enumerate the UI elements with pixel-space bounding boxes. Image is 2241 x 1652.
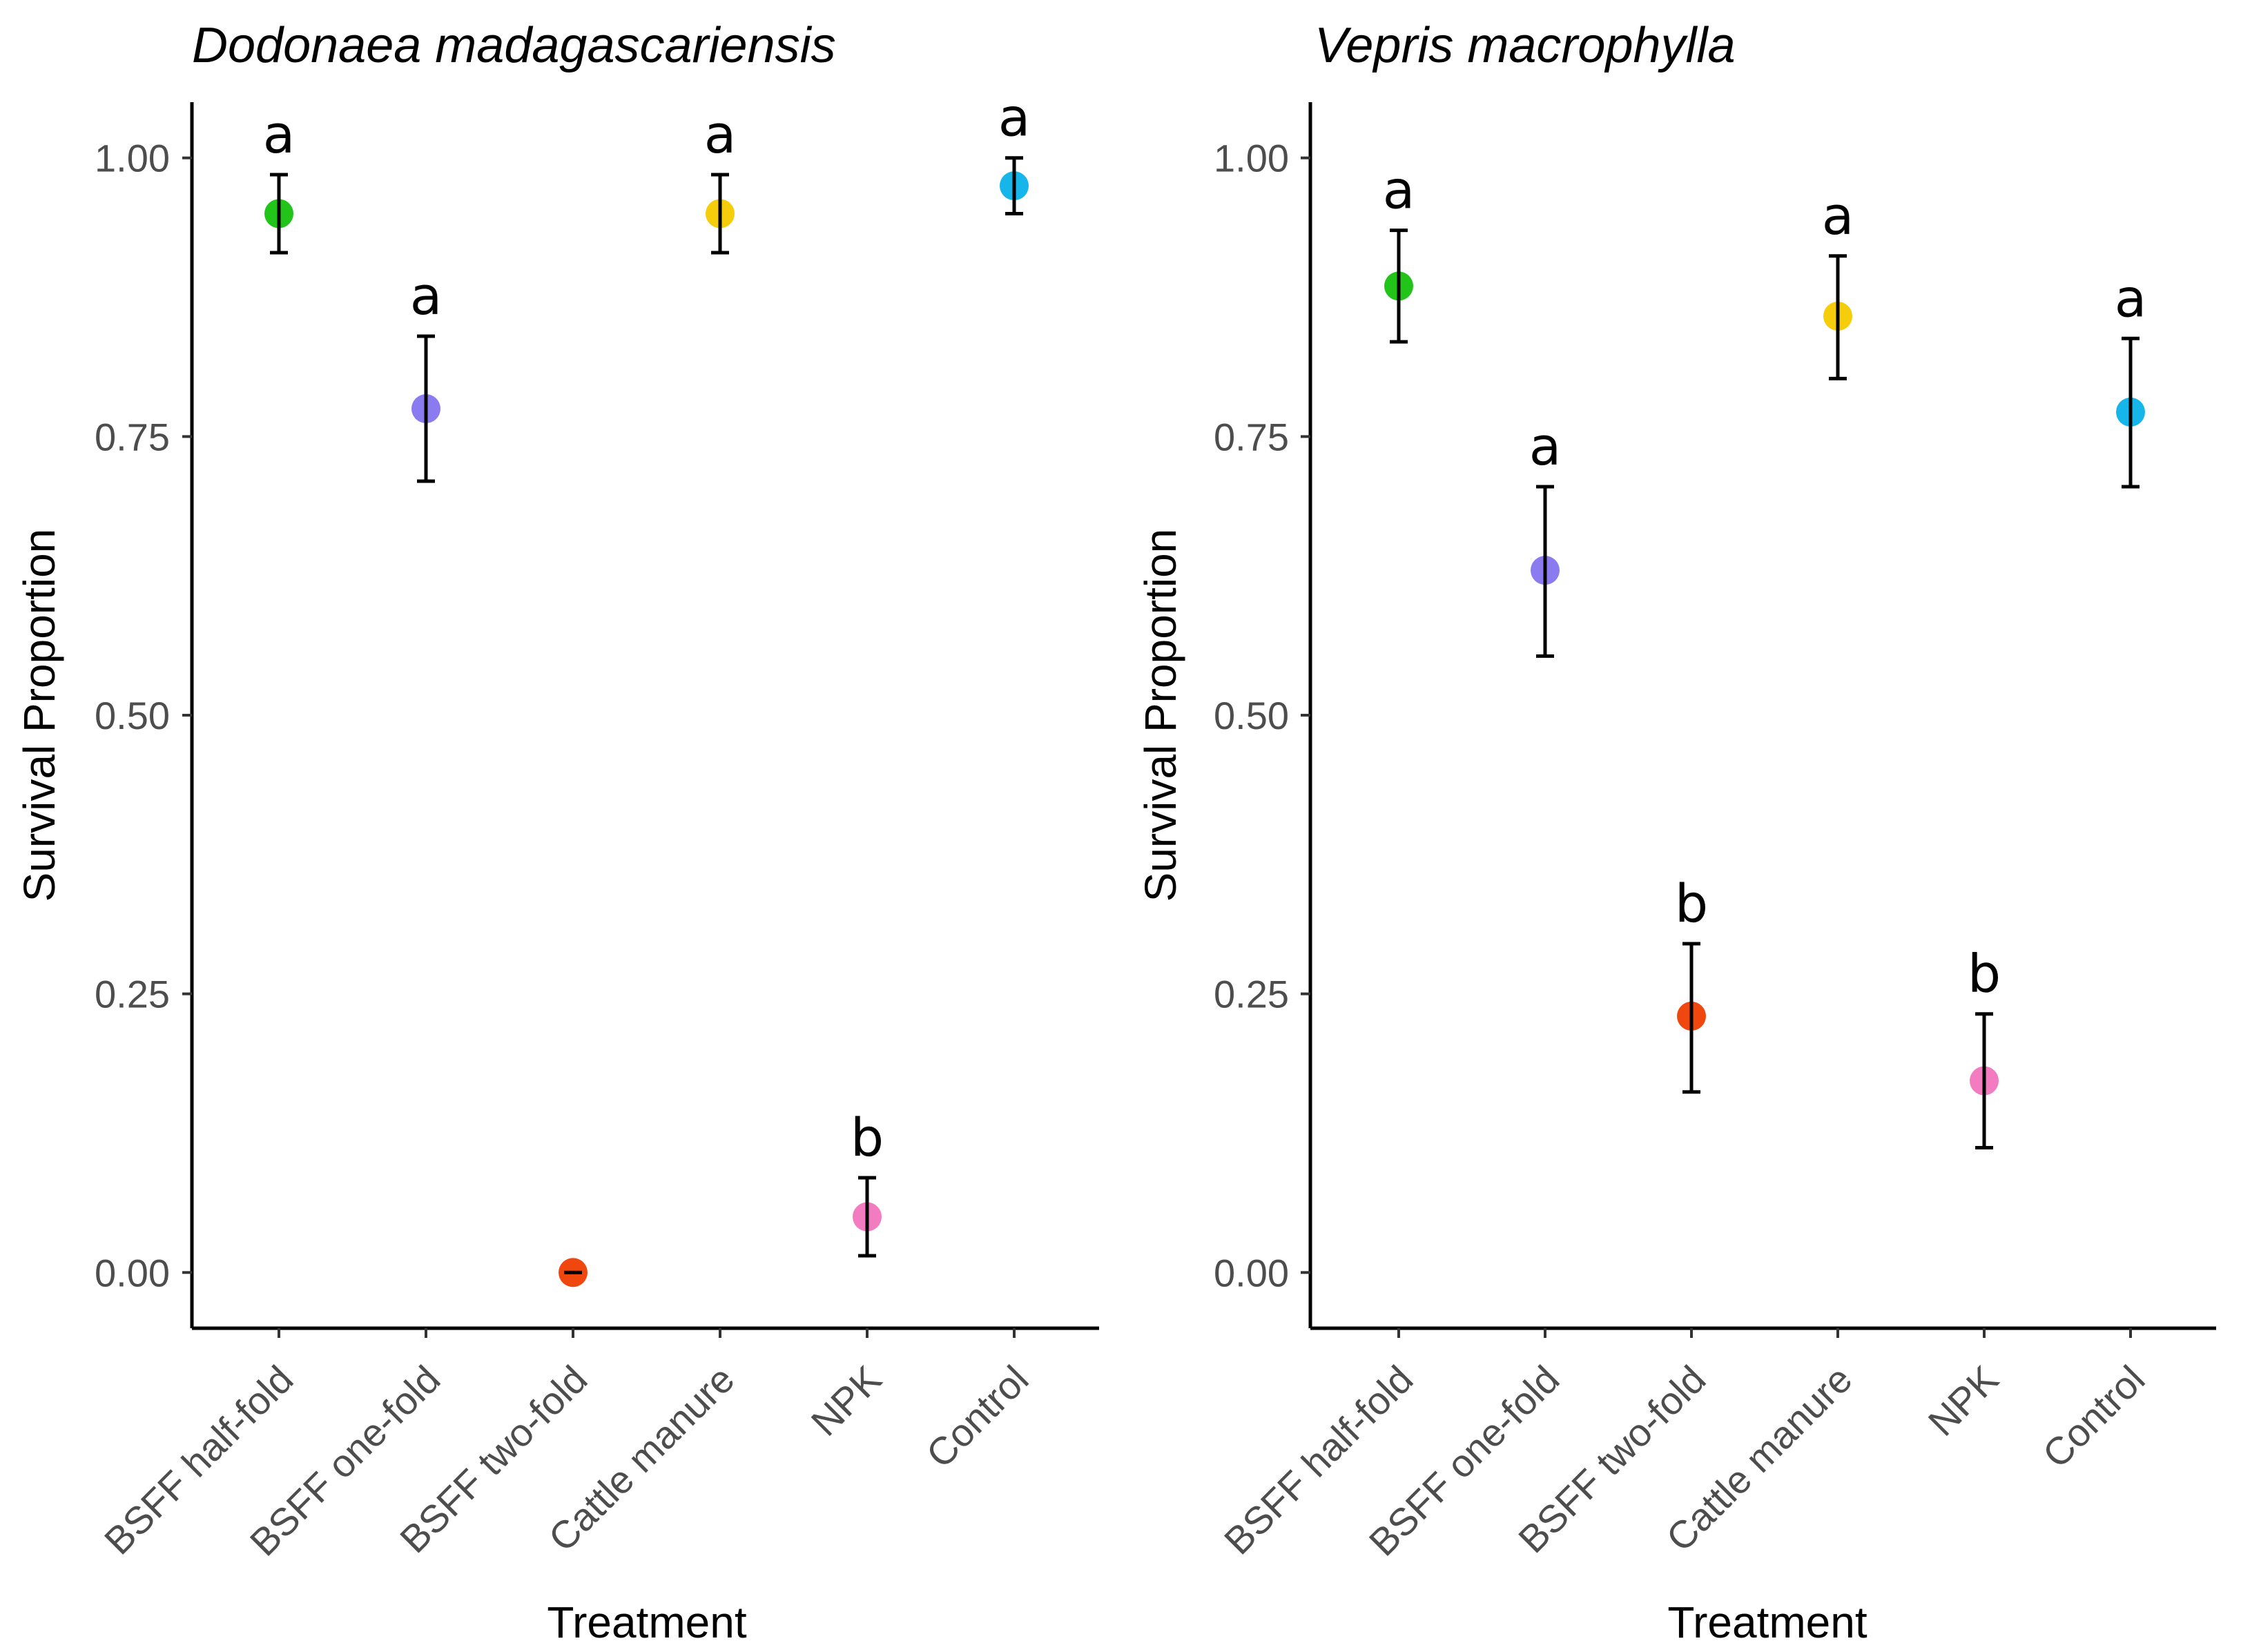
significance-letter: a <box>1383 159 1415 221</box>
y-axis-title: Survival Proportion <box>14 529 64 902</box>
y-tick-label: 0.50 <box>1214 694 1289 737</box>
error-bar <box>2122 336 2140 489</box>
y-tick-label: 0.50 <box>95 694 170 737</box>
significance-letter: a <box>1822 185 1854 246</box>
error-bar <box>1390 229 1408 344</box>
error-bar <box>270 173 288 255</box>
significance-letter: a <box>410 265 443 327</box>
panel-title: Dodonaea madagascariensis <box>192 18 836 73</box>
significance-letter: b <box>851 1107 884 1168</box>
y-axis-title: Survival Proportion <box>1136 529 1185 902</box>
x-axis-title: Treatment <box>547 1597 747 1647</box>
significance-letter: b <box>1675 873 1708 934</box>
y-tick-label: 1.00 <box>1214 137 1289 180</box>
error-bar <box>417 334 435 483</box>
x-axis-title: Treatment <box>1667 1597 1868 1647</box>
y-tick-label: 0.25 <box>1214 973 1289 1016</box>
error-bar <box>1682 942 1700 1094</box>
panel-title: Vepris macrophylla <box>1314 18 1736 73</box>
significance-letter: a <box>704 104 737 165</box>
significance-letter: a <box>2115 267 2147 329</box>
y-tick-label: 0.25 <box>95 973 170 1016</box>
y-tick-label: 0.00 <box>1214 1251 1289 1294</box>
error-bar <box>1829 254 1847 380</box>
y-tick-label: 0.75 <box>95 415 170 458</box>
error-bar <box>1536 485 1554 658</box>
significance-letter: b <box>1968 943 2001 1004</box>
y-tick-label: 1.00 <box>95 137 170 180</box>
y-tick-label: 0.75 <box>1214 415 1289 458</box>
significance-letter: a <box>998 87 1031 148</box>
error-bar <box>858 1176 876 1258</box>
error-bar <box>1005 156 1023 215</box>
significance-letter: a <box>1529 416 1562 477</box>
error-bar <box>711 173 729 255</box>
y-tick-label: 0.00 <box>95 1251 170 1294</box>
significance-letter: a <box>263 104 295 165</box>
error-bar <box>1975 1012 1993 1149</box>
